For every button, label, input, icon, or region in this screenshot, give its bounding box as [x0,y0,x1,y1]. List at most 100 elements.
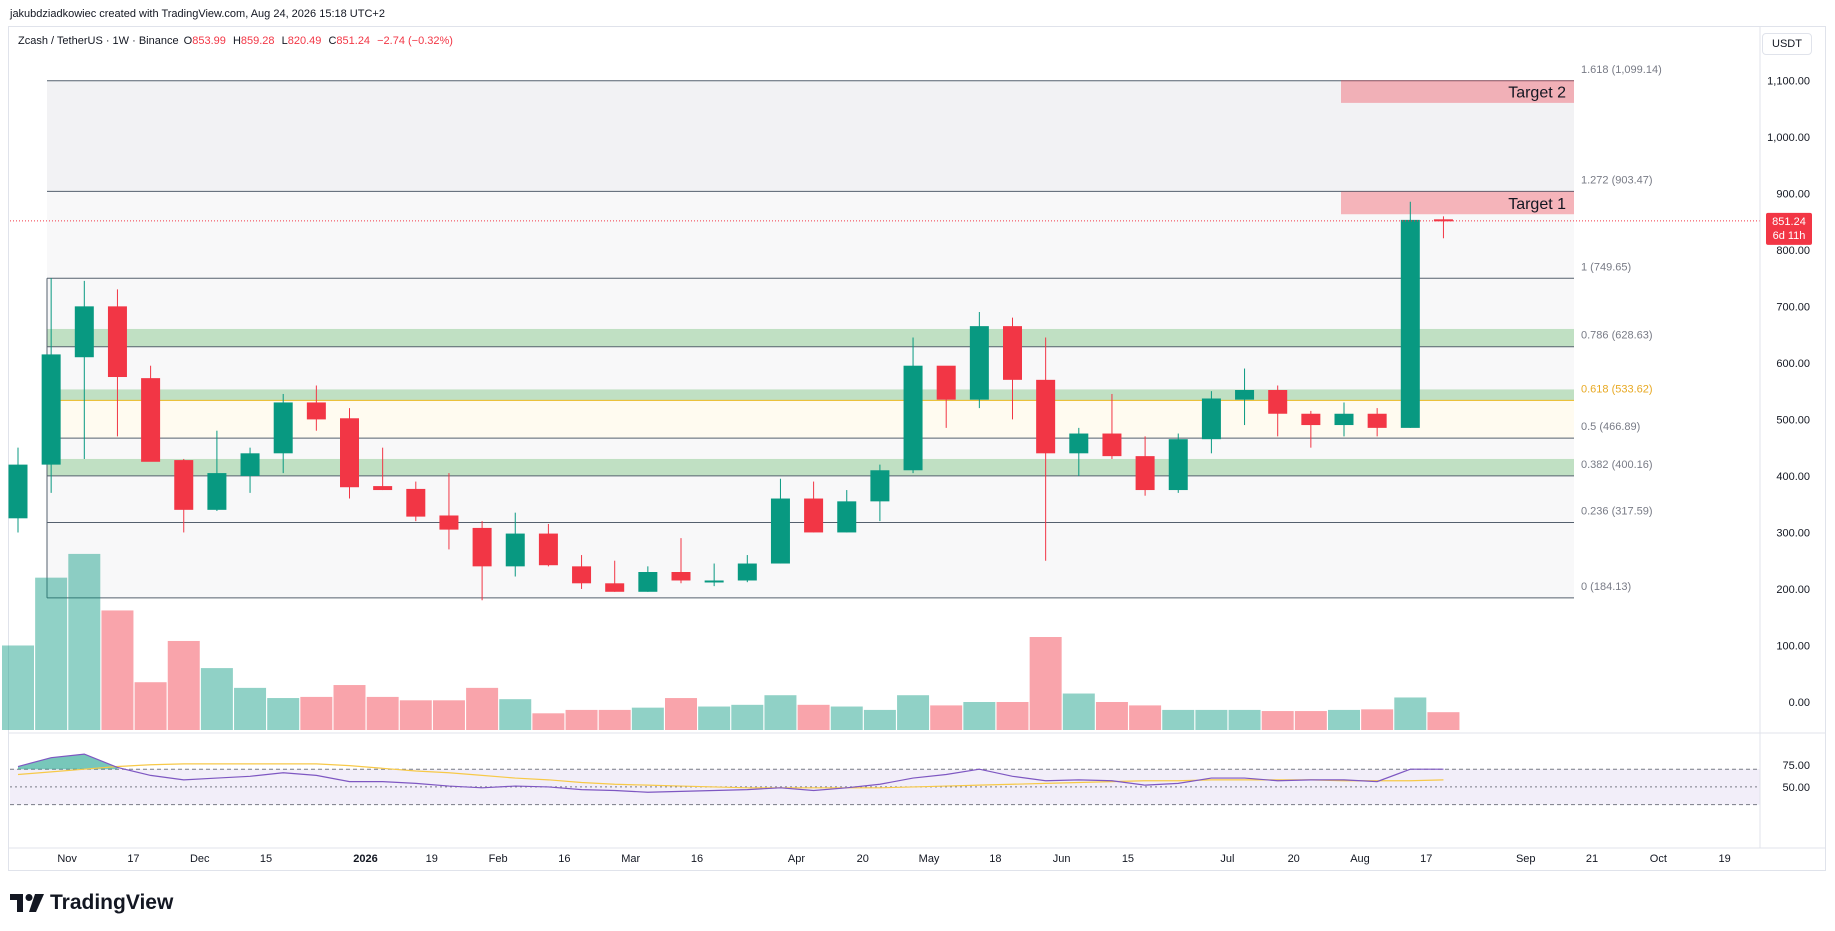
volume-bar [234,687,267,730]
fib-label: 1 (749.65) [1581,261,1631,273]
candle-body [870,470,890,502]
ohlc-legend: Zcash / TetherUS · 1W · Binance O853.99 … [18,35,457,47]
candle-body [8,464,28,519]
brand-name: TradingView [50,891,174,914]
candle [273,393,293,474]
zone-middle [47,389,1574,401]
candle [439,473,459,550]
x-tick-label: 20 [1288,853,1300,865]
candle-body [1268,390,1288,414]
volume-bar [1195,709,1228,730]
volume-bar [366,696,399,730]
rsi-line [17,753,1444,793]
x-tick-label: 17 [1420,853,1432,865]
fib-label: 1.272 (903.47) [1581,174,1653,186]
candle-body [1301,413,1321,426]
candle [671,538,691,584]
volume-bar [532,713,565,730]
volume-bar [830,706,863,730]
candle [8,447,28,533]
volume-bar [598,709,631,730]
volume-bar [35,577,68,730]
x-tick-label: Mar [621,853,640,865]
fib-label: 0.5 (466.89) [1581,421,1640,433]
candle-body [406,488,426,517]
volume-bar [134,682,167,730]
fib-label: 0.786 (628.63) [1581,330,1653,342]
candle [1003,317,1022,420]
candle-body [770,498,790,564]
candle [505,512,525,577]
candle [638,566,658,592]
x-tick-label: 15 [260,853,272,865]
candle-body [1433,219,1453,222]
candle [1235,368,1255,426]
x-tick-label: 18 [989,853,1001,865]
brand-logo: TradingView [10,891,173,915]
candle-body [306,402,326,420]
volume-bar [200,668,233,730]
candle [41,278,61,493]
close-value: 851.24 [336,35,371,47]
x-tick-label: Jul [1220,853,1234,865]
volume-bar [797,704,830,730]
volume-bar [963,702,996,730]
fib-band-upper [47,80,1574,192]
x-tick-label: May [919,853,940,865]
volume-bar [267,698,300,730]
fib-label: 0.382 (400.16) [1581,459,1653,471]
x-tick-label: 20 [857,853,869,865]
y-tick-label: 400.00 [1776,471,1810,483]
candle [1400,201,1420,428]
candle-body [936,365,956,400]
candle [306,385,326,431]
volume-bar [565,709,598,730]
candle-body [671,572,691,581]
change-value: −2.74 (−0.32%) [377,35,453,47]
target-box [1341,80,1574,103]
candle-body [1168,439,1188,491]
rsi-tick-label: 75.00 [1782,760,1810,772]
y-tick-label: 900.00 [1776,188,1810,200]
volume-bar [930,705,963,730]
y-tick-label: 700.00 [1776,301,1810,313]
candle-body [1102,433,1122,457]
candle [538,523,558,567]
symbol-title[interactable]: Zcash / TetherUS · 1W · Binance [18,35,179,47]
y-tick-label: 500.00 [1776,414,1810,426]
zone-upper [47,328,1574,347]
volume-bar [1261,711,1294,730]
candle-body [1400,219,1420,428]
currency-button[interactable]: USDT [1762,33,1812,55]
high-label: H [232,35,241,47]
candle [1268,385,1288,437]
candle-body [638,572,658,592]
volume-bar [1129,705,1162,730]
volume-bar [731,704,764,730]
candle [74,280,94,459]
volume-bar [2,645,34,730]
candle [340,408,359,499]
candle-body [340,418,359,488]
x-tick-label: Jun [1053,853,1071,865]
volume-bar [1427,712,1460,730]
candle-body [41,354,61,465]
x-tick-label: 16 [691,853,703,865]
candle [373,447,393,491]
chart-panel[interactable] [8,26,1826,871]
candle [770,478,790,564]
candle [174,458,194,533]
candle-body [207,473,227,510]
volume-bar [1228,709,1261,730]
candle [605,560,625,592]
y-tick-label: 800.00 [1776,245,1810,257]
candle-body [538,533,558,566]
candle [704,563,724,587]
x-tick-label: 2026 [353,853,377,865]
price-badge-countdown: 6d 11h [1773,230,1806,242]
target-label: Target 2 [1508,85,1566,102]
x-tick-label: 17 [127,853,139,865]
candle [107,289,127,437]
rsi-ma-line [17,763,1444,789]
